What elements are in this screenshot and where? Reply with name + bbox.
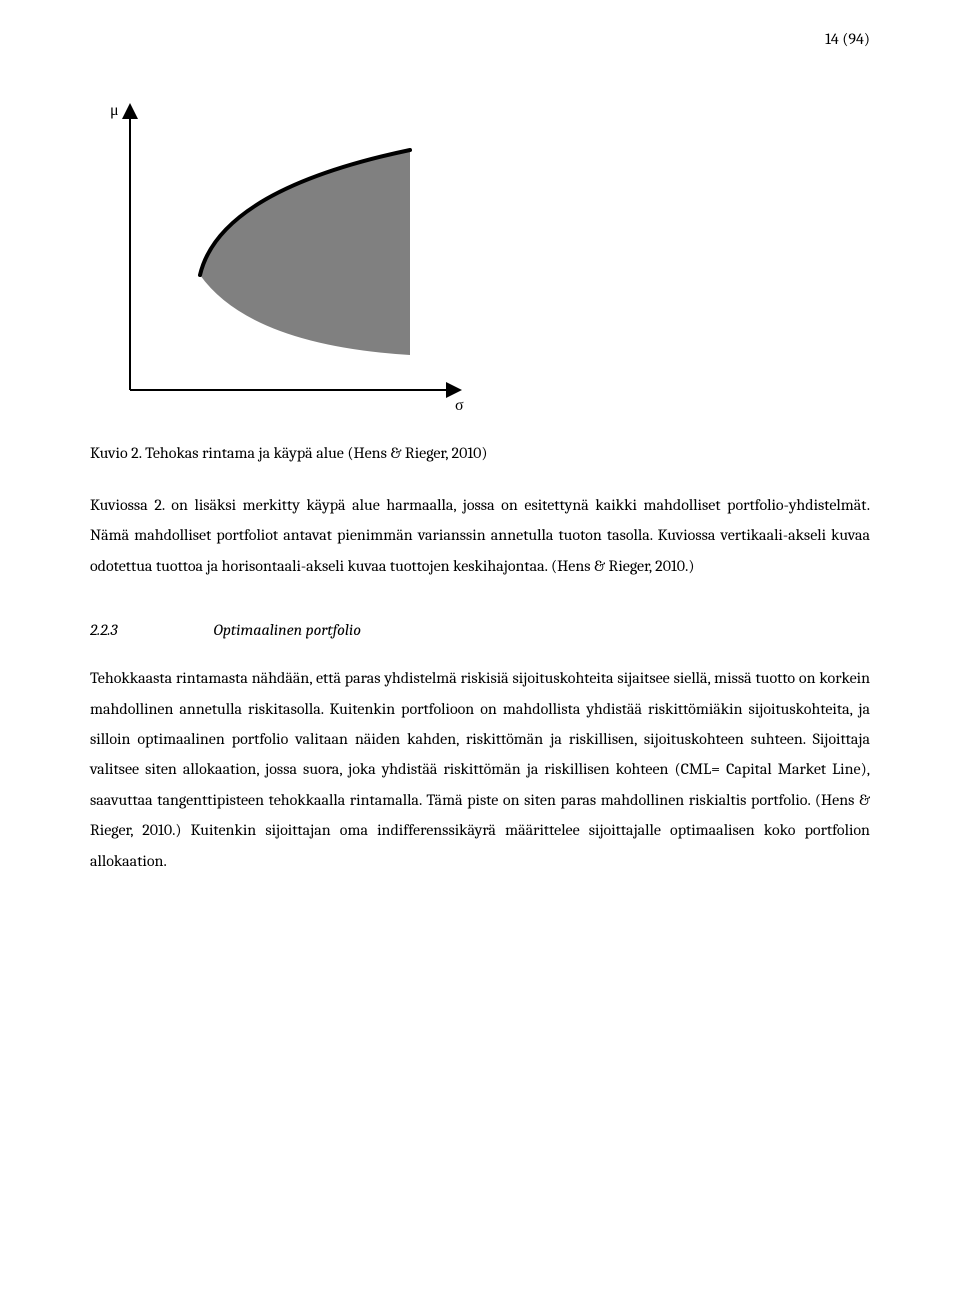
figure-efficient-frontier: μσ bbox=[90, 90, 870, 424]
figure-caption-text: Kuvio 2. Tehokas rintama ja käypä alue (… bbox=[90, 444, 488, 462]
section-title: Optimaalinen portfolio bbox=[214, 621, 361, 639]
figure-caption: Kuvio 2. Tehokas rintama ja käypä alue (… bbox=[90, 444, 870, 462]
document-page: 14 (94) μσ Kuvio 2. Tehokas rintama ja k… bbox=[0, 0, 960, 1305]
section-number: 2.2.3 bbox=[90, 621, 210, 639]
paragraph-1-text: Kuviossa 2. on lisäksi merkitty käypä al… bbox=[90, 496, 870, 575]
efficient-frontier-chart: μσ bbox=[90, 90, 490, 420]
svg-text:μ: μ bbox=[110, 102, 119, 119]
svg-text:σ: σ bbox=[455, 397, 464, 414]
page-number-text: 14 (94) bbox=[825, 30, 870, 48]
section-heading: 2.2.3 Optimaalinen portfolio bbox=[90, 621, 870, 639]
paragraph-1: Kuviossa 2. on lisäksi merkitty käypä al… bbox=[90, 490, 870, 581]
paragraph-2: Tehokkaasta rintamasta nähdään, että par… bbox=[90, 663, 870, 876]
paragraph-2-text: Tehokkaasta rintamasta nähdään, että par… bbox=[90, 669, 870, 869]
page-number: 14 (94) bbox=[825, 30, 870, 48]
